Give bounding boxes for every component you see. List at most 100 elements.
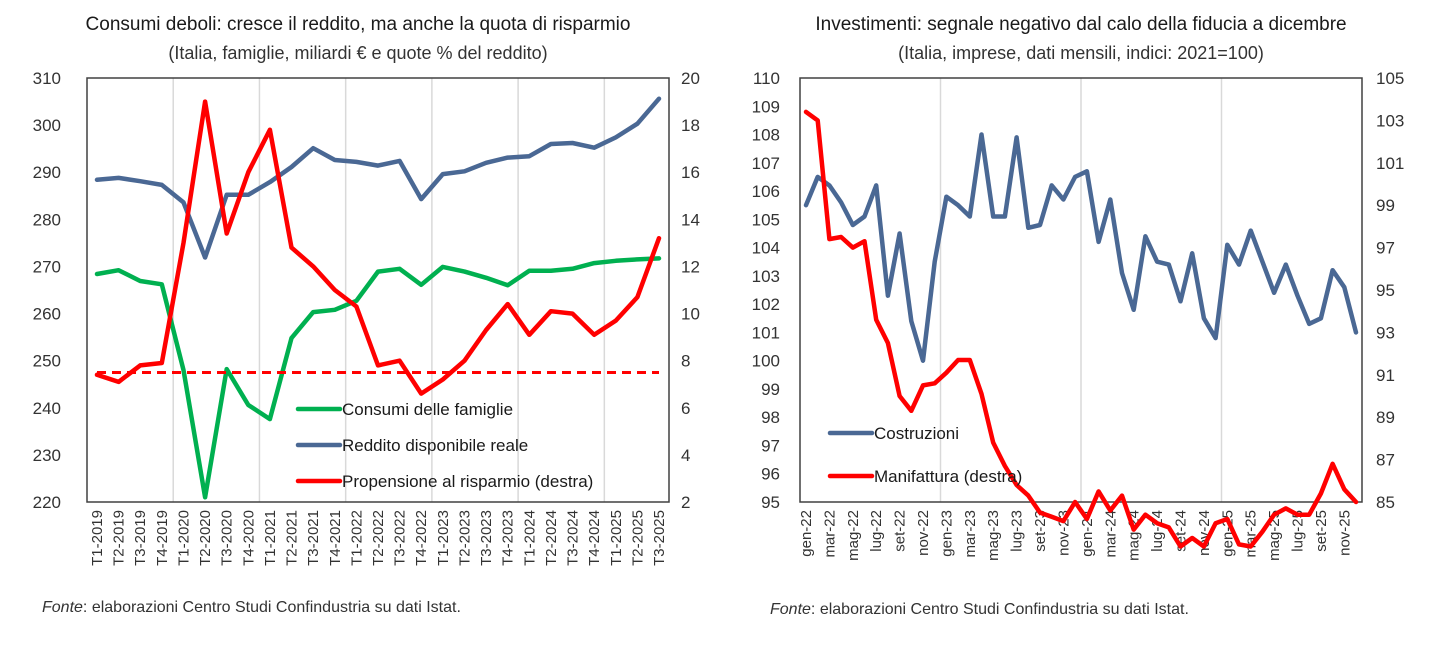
left-source-label: Fonte: [42, 599, 83, 616]
x-tick-label: T3-2024: [565, 510, 582, 566]
x-tick-label: set-25: [1313, 510, 1330, 552]
series-line-manifattura-destra: [803, 109, 1359, 549]
x-tick-label: gen-22: [798, 510, 815, 557]
x-tick-label: T3-2022: [392, 510, 409, 566]
x-tick-label: mar-22: [821, 510, 838, 558]
x-tick-label: T1-2024: [521, 510, 538, 566]
y-left-tick-label: 310: [33, 69, 61, 88]
y-left-tick-label: 220: [33, 493, 61, 512]
y-right-tick-label: 20: [681, 69, 700, 88]
y-right-tick-label: 99: [1376, 196, 1395, 215]
y-right-tick-label: 18: [681, 116, 700, 135]
series-line-consumi-delle-famiglie: [94, 256, 662, 500]
y-right-tick-label: 95: [1376, 281, 1395, 300]
y-left-tick-label: 109: [752, 97, 780, 116]
y-right-tick-label: 6: [681, 399, 690, 418]
x-tick-label: T2-2023: [456, 510, 473, 566]
y-left-tick-label: 100: [752, 352, 780, 371]
y-left-tick-label: 270: [33, 257, 61, 276]
y-right-tick-label: 2: [681, 493, 690, 512]
series-line-reddito-disponibile-reale: [94, 96, 662, 260]
x-tick-label: T1-2023: [435, 510, 452, 566]
series-line-costruzioni: [803, 132, 1359, 363]
x-tick-label: T4-2024: [586, 510, 603, 566]
x-tick-label: mag-22: [845, 510, 862, 561]
y-left-tick-label: 290: [33, 163, 61, 182]
right-chart-source: Fonte: elaborazioni Centro Studi Confind…: [770, 601, 1189, 619]
x-tick-label: nov-25: [1336, 510, 1353, 556]
x-tick-label: T4-2021: [327, 510, 344, 566]
legend-label: Consumi delle famiglie: [342, 400, 513, 419]
y-right-tick-label: 10: [681, 305, 700, 324]
x-tick-label: gen-24: [1079, 510, 1096, 557]
x-tick-label: T2-2020: [197, 510, 214, 566]
x-tick-label: nov-22: [915, 510, 932, 556]
y-left-tick-label: 104: [752, 239, 780, 258]
x-tick-label: T1-2021: [262, 510, 279, 566]
y-right-tick-label: 16: [681, 163, 700, 182]
right-chart-title: Investimenti: segnale negativo dal calo …: [815, 14, 1347, 35]
x-tick-label: T1-2022: [348, 510, 365, 566]
y-left-tick-label: 101: [752, 323, 780, 342]
right-chart-subtitle: (Italia, imprese, dati mensili, indici: …: [898, 43, 1264, 63]
x-tick-label: T3-2020: [219, 510, 236, 566]
left-chart-subtitle: (Italia, famiglie, miliardi € e quote % …: [168, 43, 548, 63]
y-left-tick-label: 103: [752, 267, 780, 286]
y-left-tick-label: 98: [761, 408, 780, 427]
x-tick-label: T2-2021: [284, 510, 301, 566]
x-tick-label: T3-2019: [132, 510, 149, 566]
y-right-tick-label: 14: [681, 210, 700, 229]
y-right-tick-label: 87: [1376, 451, 1395, 470]
legend-label: Manifattura (destra): [874, 467, 1022, 486]
x-tick-label: lug-25: [1289, 510, 1306, 552]
legend-label: Costruzioni: [874, 424, 959, 443]
x-tick-label: set-23: [1032, 510, 1049, 552]
plot-area-frame: [799, 77, 1363, 503]
left-chart-source: Fonte: elaborazioni Centro Studi Confind…: [42, 599, 461, 617]
left-chart-svg: 220 230 240 250 260 270 280 290 300 310 2 4 6 8 10 12 14…: [33, 69, 700, 566]
x-tick-label: lug-24: [1149, 510, 1166, 552]
x-tick-label: mar-23: [962, 510, 979, 558]
y-left-tick-label: 102: [752, 295, 780, 314]
y-right-tick-label: 89: [1376, 408, 1395, 427]
y-left-tick-label: 280: [33, 210, 61, 229]
x-tick-label: mar-25: [1243, 510, 1260, 558]
x-tick-label: mag-23: [985, 510, 1002, 561]
y-left-tick-label: 97: [761, 436, 780, 455]
series-line-propensione-al-risparmio-destra: [94, 99, 662, 396]
y-right-tick-label: 8: [681, 352, 690, 371]
y-right-tick-label: 85: [1376, 493, 1395, 512]
y-left-tick-label: 107: [752, 154, 780, 173]
x-tick-label: T3-2025: [651, 510, 668, 566]
y-right-tick-label: 105: [1376, 69, 1404, 88]
legend-label: Propensione al risparmio (destra): [342, 472, 593, 491]
y-left-tick-label: 110: [753, 69, 780, 88]
left-chart-panel: Consumi deboli: cresce il reddito, ma an…: [33, 14, 700, 617]
y-left-tick-label: 108: [752, 126, 780, 145]
x-tick-label: T2-2022: [370, 510, 387, 566]
y-left-tick-label: 106: [752, 182, 780, 201]
x-tick-label: T4-2020: [240, 510, 257, 566]
y-left-tick-label: 105: [752, 210, 780, 229]
x-tick-label: T4-2022: [413, 510, 430, 566]
y-right-tick-label: 101: [1376, 154, 1404, 173]
y-left-tick-label: 230: [33, 446, 61, 465]
y-right-tick-label: 93: [1376, 323, 1395, 342]
y-right-tick-label: 103: [1376, 111, 1404, 130]
plot-area-frame: [86, 77, 670, 503]
y-left-tick-label: 99: [761, 380, 780, 399]
x-tick-label: T3-2023: [478, 510, 495, 566]
left-source-text: : elaborazioni Centro Studi Confindustri…: [82, 599, 461, 616]
right-source-label: Fonte: [770, 601, 811, 618]
y-left-tick-label: 250: [33, 352, 61, 371]
x-tick-label: T1-2020: [175, 510, 192, 566]
y-left-tick-label: 260: [33, 305, 61, 324]
x-tick-label: mar-24: [1102, 510, 1119, 558]
x-tick-label: T2-2024: [543, 510, 560, 566]
left-chart-title: Consumi deboli: cresce il reddito, ma an…: [85, 14, 631, 35]
y-left-tick-label: 300: [33, 116, 61, 135]
x-tick-label: T2-2025: [629, 510, 646, 566]
y-left-tick-label: 95: [761, 493, 780, 512]
x-tick-label: T4-2019: [154, 510, 171, 566]
y-left-tick-label: 240: [33, 399, 61, 418]
